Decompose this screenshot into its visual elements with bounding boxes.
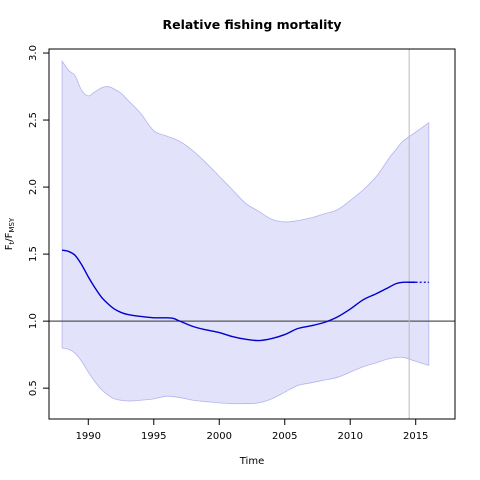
x-tick-label: 2000 [207,431,232,442]
y-axis-ticks: 0.5 1.0 1.5 2.0 2.5 3.0 [28,45,49,396]
x-tick-label: 2010 [337,431,362,442]
y-axis-label-sep: /F [4,232,15,241]
series-lines-layer [61,249,429,342]
x-axis-label: Time [239,456,264,467]
y-axis-label: Ft/FMSY [4,217,16,250]
estimate-line [61,249,416,342]
x-tick-label: 1990 [76,431,101,442]
y-tick-label: 3.0 [28,45,39,61]
y-axis-label-sub1: t [8,241,16,244]
chart-title: Relative fishing mortality [162,17,341,32]
y-tick-label: 0.5 [28,380,39,396]
y-tick-label: 2.5 [28,112,39,128]
y-tick-label: 1.5 [28,246,39,262]
confidence-band [61,59,430,405]
y-tick-label: 2.0 [28,179,39,195]
x-tick-label: 2005 [272,431,297,442]
x-tick-label: 2015 [403,431,428,442]
y-axis-label-main: F [4,244,15,250]
x-tick-label: 1995 [141,431,166,442]
y-tick-label: 1.0 [28,313,39,329]
y-axis-label-sub2: MSY [8,217,16,232]
x-axis-ticks: 1990 1995 2000 2005 2010 2015 [76,419,428,442]
plot-frame [48,48,456,420]
confidence-band-layer [61,59,430,405]
reference-lines-layer [49,49,455,419]
